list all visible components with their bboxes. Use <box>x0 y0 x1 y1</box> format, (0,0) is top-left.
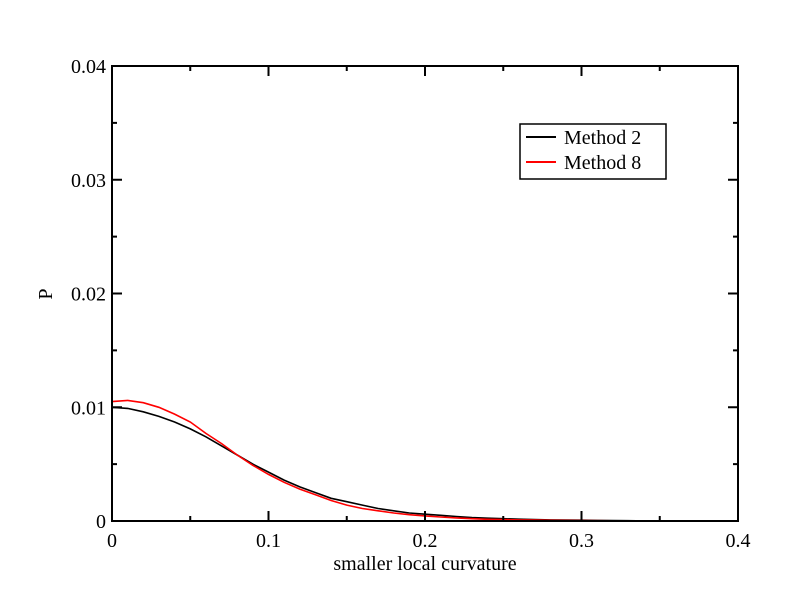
y-axis-title: P <box>35 288 57 299</box>
y-tick-label: 0.03 <box>71 170 106 192</box>
x-tick-label: 0.1 <box>256 530 281 552</box>
legend-label-method-2: Method 2 <box>564 127 641 149</box>
y-tick-label: 0.04 <box>71 56 106 78</box>
legend-box <box>519 123 667 180</box>
x-tick-label: 0.3 <box>569 530 594 552</box>
y-tick-label: 0 <box>96 511 106 533</box>
ticks-layer <box>111 65 739 522</box>
x-axis-title: smaller local curvature <box>333 553 516 575</box>
x-tick-label: 0 <box>107 530 117 552</box>
legend: Method 2 Method 8 <box>519 123 667 180</box>
series-line-method-2 <box>111 406 707 522</box>
y-tick-label: 0.02 <box>71 284 106 306</box>
legend-label-method-8: Method 8 <box>564 152 641 174</box>
labels-layer: 0 0.1 0.2 0.3 0.4 0 0.01 0.02 0.03 0.04 <box>71 56 751 552</box>
series-layer <box>111 399 707 522</box>
x-tick-label: 0.2 <box>413 530 438 552</box>
y-tick-label: 0.01 <box>71 397 106 419</box>
series-line-method-8 <box>111 399 707 522</box>
x-tick-label: 0.4 <box>726 530 751 552</box>
